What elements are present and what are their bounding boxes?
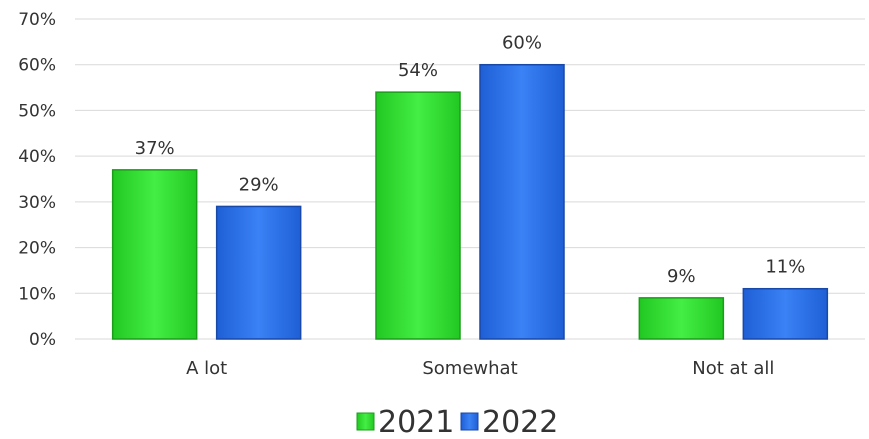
y-tick-label: 60% bbox=[18, 56, 56, 76]
legend-item-2021: 2021 bbox=[356, 405, 454, 439]
y-tick-label: 50% bbox=[18, 101, 56, 121]
category-label: Somewhat bbox=[422, 358, 517, 379]
data-label: 60% bbox=[502, 33, 542, 54]
bar-2021-not-at-all bbox=[638, 297, 725, 340]
bar-2022-a-lot bbox=[215, 205, 302, 340]
bar-2021-a-lot bbox=[111, 169, 198, 340]
y-tick-label: 30% bbox=[18, 193, 56, 213]
bar-2022-not-at-all bbox=[742, 287, 829, 340]
data-label: 9% bbox=[667, 266, 696, 287]
data-label: 29% bbox=[239, 174, 279, 195]
data-label: 54% bbox=[398, 60, 438, 81]
category-label: A lot bbox=[186, 358, 227, 379]
legend: 2021 2022 bbox=[356, 405, 558, 439]
y-tick-label: 0% bbox=[29, 330, 56, 350]
bar-2022-somewhat bbox=[479, 63, 565, 340]
y-tick-label: 20% bbox=[18, 239, 56, 259]
grid-lines bbox=[75, 18, 865, 340]
legend-label: 2022 bbox=[482, 405, 558, 439]
data-label: 37% bbox=[135, 138, 175, 159]
bars bbox=[111, 63, 829, 340]
x-axis-categories: A lot Somewhat Not at all bbox=[186, 358, 774, 379]
legend-swatch bbox=[356, 412, 375, 431]
legend-item-2022: 2022 bbox=[460, 405, 558, 439]
y-tick-label: 10% bbox=[18, 284, 56, 304]
y-tick-label: 40% bbox=[18, 147, 56, 167]
category-label: Not at all bbox=[692, 358, 774, 379]
y-tick-label: 70% bbox=[18, 10, 56, 30]
y-axis-ticks: 0% 10% 20% 30% 40% 50% 60% 70% bbox=[18, 10, 56, 350]
legend-swatch bbox=[460, 412, 479, 431]
legend-label: 2021 bbox=[378, 405, 454, 439]
data-label: 11% bbox=[765, 257, 805, 278]
data-labels: 37% 29% 54% 60% 9% 11% bbox=[135, 33, 806, 287]
bar-2021-somewhat bbox=[375, 91, 461, 340]
